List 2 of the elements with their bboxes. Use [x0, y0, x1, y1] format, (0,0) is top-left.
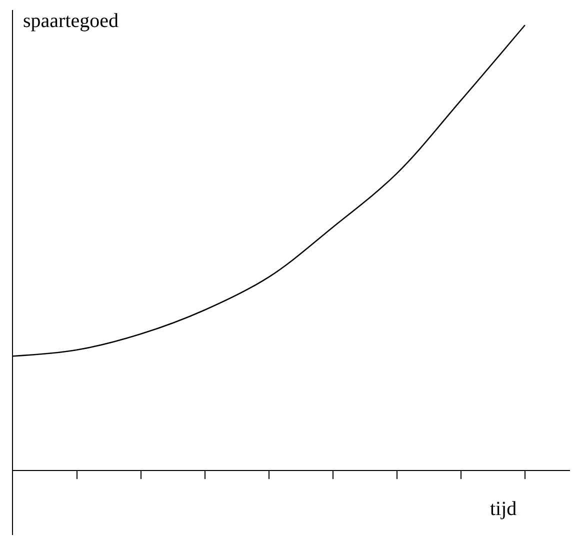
x-axis-title: tijd — [490, 498, 517, 520]
y-axis-title: spaartegoed — [23, 10, 119, 32]
